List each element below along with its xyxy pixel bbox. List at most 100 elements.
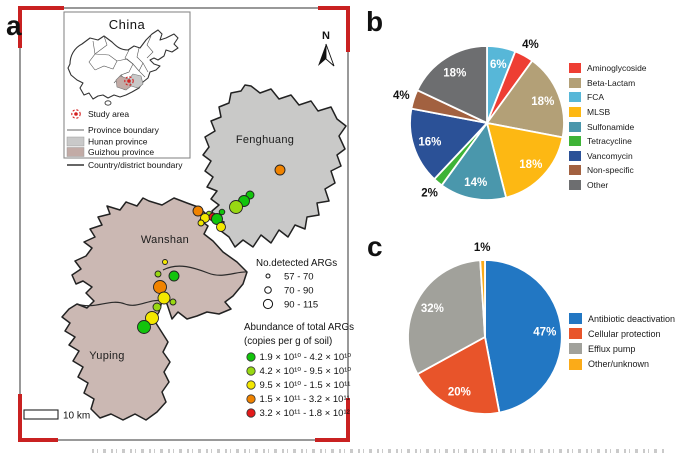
scale-label: 10 km [63, 411, 90, 422]
legend-swatch [569, 92, 581, 103]
size-legend-circle [264, 286, 272, 294]
legend-swatch [569, 121, 581, 132]
legend-label: Other/unknown [588, 359, 650, 370]
hunan-swatch [66, 136, 85, 147]
size-legend: No.detected ARGs 57 - 70 70 - 90 90 - 115 [256, 258, 337, 310]
country-boundary-legend: Country/district boundary [67, 160, 183, 170]
legend-label: Cellular protection [588, 328, 661, 339]
sample-point [197, 219, 205, 227]
sample-point [216, 222, 226, 232]
size-legend-title: No.detected ARGs [256, 258, 337, 269]
pie-percent-label: 18% [519, 159, 542, 171]
study-area-label: Study area [88, 109, 129, 119]
scale-bar: 10 km [23, 409, 90, 422]
pie-chart-resistance-mechanisms: 47% 20% 32% 1% [407, 242, 563, 415]
pie-percent-label: 1% [474, 242, 491, 254]
hainan-island [104, 100, 112, 106]
region-fenghuang [202, 84, 347, 248]
abundance-legend: Abundance of total ARGs (copies per g of… [244, 322, 354, 419]
inset-title: China [109, 17, 146, 32]
pie-percent-label: 4% [522, 39, 539, 51]
sample-points [137, 164, 286, 334]
pie-percent-label: 20% [448, 386, 471, 398]
size-legend-row-label: 90 - 115 [284, 299, 318, 310]
sample-point [274, 164, 286, 176]
legend-swatch [569, 343, 582, 355]
map-frame [19, 7, 349, 441]
legend-label: Tetracycline [587, 136, 632, 147]
sample-point [157, 291, 171, 305]
north-label: N [322, 30, 330, 42]
abundance-legend-dot [246, 366, 256, 376]
legend-label: Efflux pump [588, 343, 636, 354]
guizhou-label: Guizhou province [88, 147, 154, 157]
legend-row: Vancomycin [569, 149, 647, 164]
sample-point [168, 270, 180, 282]
legend-label: Beta-Lactam [587, 77, 636, 88]
size-legend-circle [262, 298, 274, 310]
panel-a-label: a [6, 10, 22, 41]
size-legend-row-label: 70 - 90 [284, 285, 314, 296]
sample-point [229, 200, 243, 214]
pie-c-legend: Antibiotic deactivation Cellular protecti… [569, 311, 675, 372]
legend-swatch [569, 358, 582, 370]
pie-slice-beta-lactam [486, 59, 565, 139]
legend-row: Tetracycline [569, 134, 647, 149]
sample-point [145, 311, 159, 325]
legend-row: Aminoglycoside [569, 61, 647, 76]
map-panel: Fenghuang Wanshan Yuping N 10 km No.dete… [18, 6, 354, 442]
label-wanshan: Wanshan [141, 234, 189, 246]
abundance-legend-row-label: 3.2 × 10¹¹ - 1.8 × 10¹² [260, 408, 350, 419]
province-boundary-label: Province boundary [88, 125, 160, 135]
sample-point [162, 259, 168, 265]
legend-swatch [569, 77, 581, 88]
legend-label: Vancomycin [587, 150, 633, 161]
legend-row: Cellular protection [569, 326, 675, 341]
legend-swatch [569, 136, 581, 147]
inset-guizhou [115, 75, 132, 91]
country-boundary-label: Country/district boundary [88, 160, 183, 170]
pie-percent-label: 32% [421, 303, 444, 315]
panel-b-label: b [366, 6, 384, 37]
label-fenghuang: Fenghuang [236, 134, 294, 146]
label-yuping: Yuping [89, 350, 124, 362]
pie-slice-efflux-pump [407, 259, 486, 375]
frame-corner-marks [18, 6, 350, 442]
pie-percent-label: 47% [533, 326, 556, 338]
pie-percent-label: 2% [421, 187, 438, 199]
legend-row: Efflux pump [569, 341, 675, 356]
legend-swatch [569, 107, 581, 118]
panel-c-label: c [367, 231, 383, 262]
legend-label: FCA [587, 92, 604, 103]
abundance-legend-subtitle: (copies per g of soil) [244, 336, 332, 347]
north-arrow: N [318, 30, 335, 67]
district-boundaries [76, 265, 248, 307]
pie-slice-other-unknown [479, 259, 486, 338]
legend-swatch [569, 63, 581, 74]
pie-percent-label: 18% [531, 96, 554, 108]
pie-slice-mlsb [486, 122, 564, 199]
sample-point [192, 205, 204, 217]
abundance-legend-title: Abundance of total ARGs [244, 322, 354, 333]
legend-row: Beta-Lactam [569, 76, 647, 91]
guizhou-swatch [66, 147, 85, 157]
china-outline [67, 29, 179, 100]
abundance-legend-dot [246, 408, 256, 418]
legend-swatch [569, 328, 582, 340]
legend-swatch [569, 150, 581, 161]
legend-row: Other/unknown [569, 357, 675, 372]
study-area-marker [124, 76, 134, 86]
inset-legend: Study area Province boundary Hunan provi… [66, 109, 160, 157]
abundance-legend-row-label: 4.2 × 10¹⁰ - 9.5 × 10¹⁰ [260, 366, 352, 377]
legend-row: FCA [569, 90, 647, 105]
pie-percent-label: 6% [490, 59, 507, 71]
legend-swatch [569, 313, 582, 325]
sample-point [137, 320, 151, 334]
legend-swatch [569, 180, 581, 191]
pie-slice-sulfonamide [440, 122, 507, 201]
abundance-legend-row-label: 1.5 × 10¹¹ - 3.2 × 10¹¹ [260, 394, 350, 405]
pie-chart-arg-classes: 6% 4% 18% 18% 14% 2% 16% 4% 18% [393, 39, 565, 201]
legend-label: Aminoglycoside [587, 63, 647, 74]
sample-point [153, 280, 167, 294]
